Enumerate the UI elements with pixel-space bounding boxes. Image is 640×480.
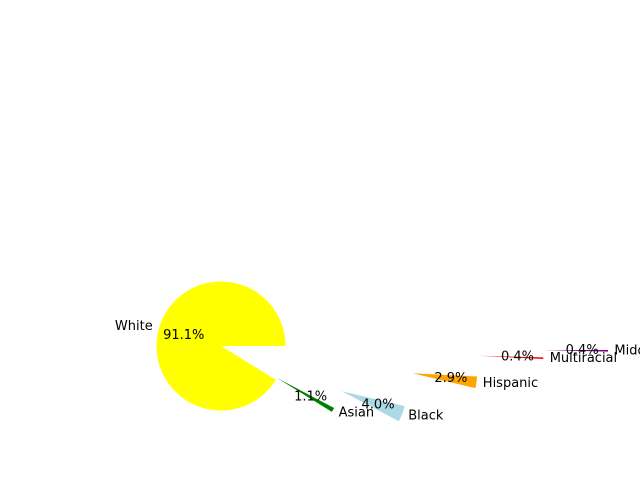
slice-percent-label: 0.4% xyxy=(566,343,599,358)
slice-percent-label: 2.9% xyxy=(434,371,467,386)
slice-percent-label: 91.1% xyxy=(163,328,204,343)
slice-label: Hispanic xyxy=(483,376,538,391)
slice-percent-label: 0.4% xyxy=(501,350,534,365)
slice-label: Asian xyxy=(339,406,374,421)
slice-percent-label: 4.0% xyxy=(362,397,395,412)
pie-slice-multiracial xyxy=(478,355,544,359)
pie-slice-asian xyxy=(277,377,335,412)
pie-slice-hispanic xyxy=(412,373,477,389)
slice-percent-label: 1.1% xyxy=(294,390,327,405)
pie-slice-middle-eastern xyxy=(543,350,608,352)
slice-label: Black xyxy=(408,409,444,424)
pie-slice-white xyxy=(156,281,286,411)
slice-label: Multiracial xyxy=(550,351,617,366)
slice-label: Middle Eastern xyxy=(614,343,640,358)
slice-label: White xyxy=(115,319,153,334)
pie-slice-black xyxy=(341,391,405,422)
